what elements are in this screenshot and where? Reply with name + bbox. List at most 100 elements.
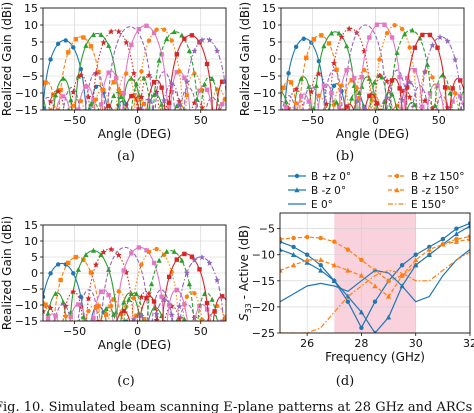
beam-point-6 (220, 319, 225, 321)
beam-point-6 (136, 27, 142, 32)
beam-point-4 (406, 93, 413, 100)
beam-point-9 (367, 93, 372, 99)
beam-point-2 (326, 41, 332, 46)
beam-point-8 (66, 107, 70, 110)
beam-point-8 (349, 95, 355, 101)
series-point-3 (426, 251, 432, 257)
beam-point-4 (43, 308, 46, 315)
x-axis-label: Angle (DEG) (336, 127, 409, 141)
beam-point-10 (153, 311, 160, 318)
beam-point-8 (156, 57, 162, 63)
beam-point-8 (409, 27, 415, 33)
series-point-1 (372, 299, 378, 304)
beam-line-5 (54, 246, 219, 321)
beam-point-3 (283, 98, 289, 104)
beam-point-9 (159, 85, 164, 90)
beam-point-8 (103, 305, 109, 311)
beam-line-8 (78, 250, 226, 321)
y-tick-label: −20 (252, 301, 275, 314)
beam-point-3 (60, 75, 66, 81)
beam-point-2 (58, 277, 63, 283)
beam-point-7 (139, 69, 144, 74)
beam-point-4 (138, 293, 145, 300)
beam-point-7 (354, 85, 359, 91)
series-point-1 (440, 236, 446, 242)
beam-point-9 (435, 45, 440, 50)
y-tick-label: 0 (31, 267, 38, 280)
beam-point-9 (121, 308, 126, 314)
beam-point-9 (204, 300, 210, 306)
y-tick-label: −10 (252, 249, 275, 262)
x-axis-label: Angle (DEG) (98, 338, 171, 352)
sublabel-b: (b) (336, 149, 354, 164)
beam-point-9 (220, 79, 225, 84)
beam-point-3 (128, 290, 134, 296)
beam-point-7 (316, 93, 322, 98)
series-point-4 (426, 246, 432, 252)
y-tick-label: −5 (22, 70, 38, 83)
series-point-2 (345, 247, 351, 252)
beam-point-6 (114, 75, 119, 81)
beam-point-4 (47, 304, 54, 311)
beam-point-1 (48, 57, 53, 62)
series-point-1 (399, 262, 405, 268)
series-point-4 (304, 257, 310, 263)
beam-point-4 (100, 39, 107, 46)
beam-point-2 (81, 35, 86, 40)
beam-point-10 (361, 104, 368, 110)
beam-point-7 (101, 87, 106, 92)
beam-point-10 (191, 47, 198, 54)
series-point-3 (413, 262, 419, 268)
beam-point-1 (71, 45, 76, 50)
beam-point-6 (121, 91, 126, 96)
beam-point-4 (93, 70, 100, 77)
beam-point-4 (62, 303, 69, 310)
beam-point-7 (124, 71, 129, 76)
beam-point-8 (164, 36, 170, 42)
beam-point-4 (47, 98, 54, 105)
series-point-1 (413, 252, 418, 257)
beam-point-6 (336, 104, 342, 109)
x-tick-label: 0 (134, 114, 141, 127)
beam-point-3 (306, 83, 312, 89)
beam-point-8 (394, 49, 400, 55)
beam-point-2 (281, 85, 286, 90)
beam-point-7 (199, 317, 205, 321)
beam-point-2 (66, 260, 71, 266)
beam-point-2 (43, 80, 48, 85)
beam-point-7 (362, 67, 367, 73)
beam-point-7 (154, 246, 159, 252)
beam-point-6 (306, 99, 311, 104)
y-tick-label: −10 (253, 87, 276, 100)
x-tick-label: 50 (194, 114, 208, 127)
beam-point-4 (123, 269, 130, 276)
beam-point-10 (406, 78, 413, 85)
y-tick-label: −5 (259, 223, 275, 236)
beam-point-3 (183, 107, 186, 110)
beam-point-6 (45, 316, 51, 321)
y-tick-label: 5 (269, 36, 276, 49)
beam-point-8 (133, 81, 139, 87)
beam-point-9 (167, 274, 172, 280)
beam-point-4 (176, 98, 183, 105)
beam-point-4 (323, 100, 330, 107)
beam-point-10 (161, 97, 168, 104)
beam-point-6 (220, 102, 225, 107)
beam-point-4 (70, 288, 77, 295)
beam-point-8 (111, 311, 117, 317)
beam-point-6 (106, 70, 111, 75)
beam-point-6 (182, 75, 187, 81)
beam-point-4 (108, 246, 115, 253)
beam-point-3 (128, 75, 134, 81)
beam-point-7 (430, 75, 435, 80)
y-tick-label: −5 (22, 283, 38, 296)
series-point-4 (399, 272, 405, 278)
beam-point-2 (141, 316, 147, 321)
beam-point-1 (78, 294, 84, 300)
beam-point-3 (90, 247, 97, 253)
series-group (43, 23, 226, 110)
beam-point-1 (48, 271, 53, 276)
series-point-3 (385, 314, 392, 320)
legend-entry: B -z 0° (311, 185, 346, 197)
